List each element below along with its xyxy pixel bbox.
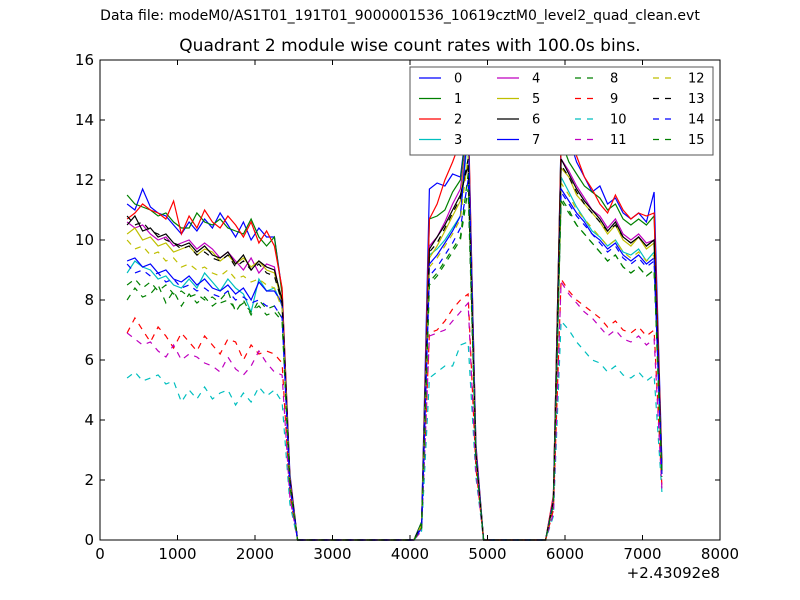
legend-label-6: 6 xyxy=(532,113,540,128)
series-line-8 xyxy=(126,173,663,541)
series-layer xyxy=(126,104,663,541)
figure-suptitle: Data file: modeM0/AS1T01_191T01_90000015… xyxy=(100,8,700,24)
legend-label-7: 7 xyxy=(532,133,540,148)
legend-label-14: 14 xyxy=(688,113,705,128)
legend-label-0: 0 xyxy=(454,72,462,87)
legend-label-8: 8 xyxy=(610,72,618,87)
series-line-12 xyxy=(126,155,663,541)
legend-box xyxy=(409,66,714,156)
y-tick-label: 8 xyxy=(84,291,94,309)
series-line-2 xyxy=(126,104,663,541)
legend-label-10: 10 xyxy=(610,113,627,128)
x-tick-label: 6000 xyxy=(546,545,584,563)
series-line-10 xyxy=(126,319,663,541)
legend-label-15: 15 xyxy=(688,133,705,148)
x-tick-label: 4000 xyxy=(391,545,429,563)
legend-label-13: 13 xyxy=(688,92,705,107)
series-line-9 xyxy=(126,277,663,541)
x-tick-label: 1000 xyxy=(158,545,196,563)
series-line-11 xyxy=(126,280,663,541)
y-tick-label: 12 xyxy=(75,171,94,189)
ticks-layer: 0 1000 2000 3000 4000 5000 6000 7000 80000246810… xyxy=(75,51,739,563)
legend-label-5: 5 xyxy=(532,92,540,107)
legend-label-2: 2 xyxy=(454,113,462,128)
y-tick-label: 10 xyxy=(75,231,94,249)
x-tick-label: 8000 xyxy=(701,545,739,563)
legend-label-1: 1 xyxy=(454,92,462,107)
legend-label-4: 4 xyxy=(532,72,540,87)
y-tick-label: 14 xyxy=(75,111,94,129)
y-tick-label: 4 xyxy=(84,411,94,429)
legend-label-3: 3 xyxy=(454,133,462,148)
y-tick-label: 2 xyxy=(84,471,94,489)
series-line-7 xyxy=(126,122,663,541)
x-tick-label: 7000 xyxy=(623,545,661,563)
series-line-4 xyxy=(126,128,663,541)
x-tick-label: 3000 xyxy=(313,545,351,563)
x-tick-label: 2000 xyxy=(236,545,274,563)
series-line-5 xyxy=(126,125,663,541)
y-tick-label: 6 xyxy=(84,351,94,369)
x-tick-label: 0 xyxy=(95,545,105,563)
y-tick-label: 16 xyxy=(75,51,94,69)
x-tick-label: 5000 xyxy=(468,545,506,563)
legend-label-11: 11 xyxy=(610,133,627,148)
legend-label-9: 9 xyxy=(610,92,618,107)
series-line-1 xyxy=(126,119,663,541)
chart-title: Quadrant 2 module wise count rates with … xyxy=(179,36,641,56)
series-line-14 xyxy=(126,179,663,541)
series-line-0 xyxy=(126,113,663,541)
legend-label-12: 12 xyxy=(688,72,705,87)
y-tick-label: 0 xyxy=(84,531,94,549)
x-offset-label: +2.43092e8 xyxy=(627,564,720,582)
